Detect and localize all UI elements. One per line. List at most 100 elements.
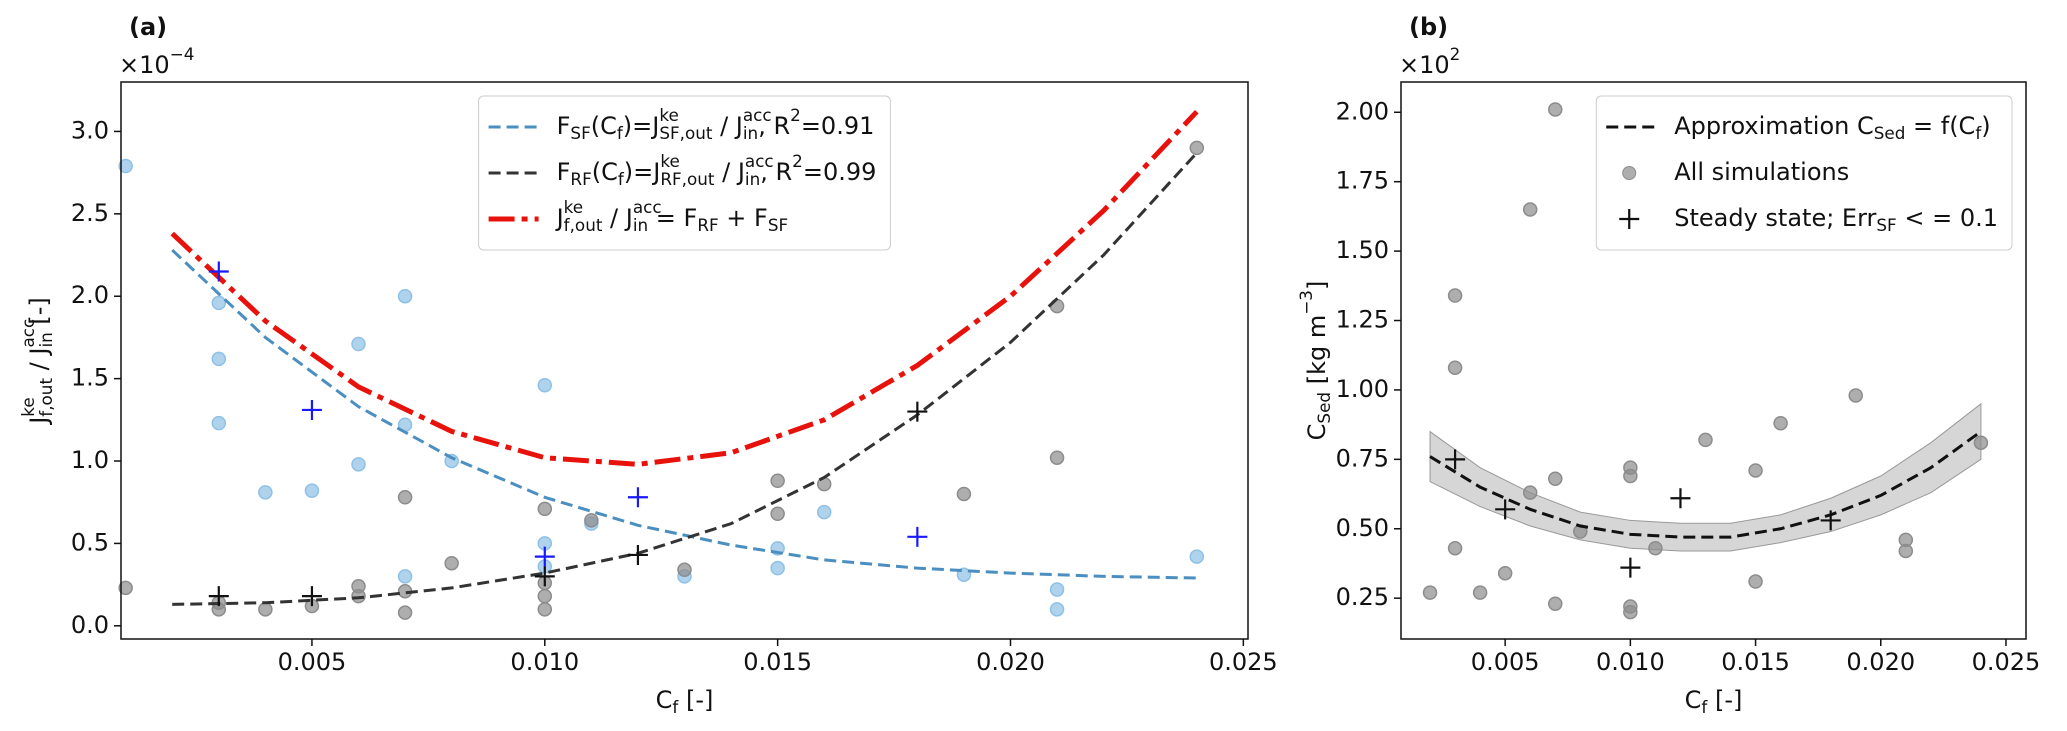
scatter-point (1049, 582, 1065, 597)
x-tick-label: 0.005 (278, 648, 347, 676)
legend-label: All simulations (1674, 158, 1849, 186)
y-tick-label: 1.50 (1336, 236, 1389, 264)
y-axis-label: CSed [kg m−3] (1296, 281, 1334, 441)
x-tick-label: 0.010 (510, 648, 579, 676)
scatter-point (397, 569, 413, 584)
legend-marker (1619, 209, 1640, 229)
steady-state-marker (907, 526, 928, 547)
scatter-point (258, 485, 273, 500)
scatter-point (304, 483, 320, 498)
scatter-point (1773, 416, 1788, 431)
y-tick-label: 0.25 (1336, 583, 1389, 611)
scatter-point (1447, 288, 1463, 303)
scatter-point (1748, 463, 1763, 478)
x-tick-label: 0.005 (1471, 648, 1540, 676)
steady-state-marker (1620, 557, 1641, 578)
x-tick-label: 0.020 (976, 648, 1045, 676)
scatter-point (1848, 388, 1863, 403)
steady-state-marker (907, 401, 928, 422)
scatter-point (118, 158, 133, 174)
panel-label: (b) (1409, 13, 1448, 41)
x-tick-label: 0.015 (743, 648, 812, 676)
y-tick-label: 0.5 (71, 528, 109, 556)
scatter-point (211, 295, 227, 311)
steady-state-marker (1820, 510, 1841, 531)
scatter-point (397, 605, 413, 620)
scatter-point (537, 501, 553, 517)
y-tick-label: 1.25 (1336, 306, 1389, 334)
x-tick-label: 0.025 (1972, 648, 2041, 676)
scatter-point (118, 580, 133, 596)
scatter-point (1973, 435, 1989, 450)
scatter-point (1522, 485, 1538, 500)
y-tick-label: 0.50 (1336, 514, 1389, 542)
scatter-point (584, 513, 599, 528)
scatter-point (1189, 140, 1205, 156)
scatter-point (537, 377, 553, 393)
fit-curve (1429, 430, 1982, 539)
y-tick-label: 1.0 (71, 446, 109, 474)
legend-box (478, 95, 891, 251)
scatter-point (258, 602, 273, 617)
legend-label: Approximation CSed = f(Cf) (1674, 112, 1990, 143)
scatter-point (1547, 102, 1563, 117)
scatter-point (1623, 604, 1638, 620)
y-tick-label: 0.0 (71, 611, 109, 639)
plot-frame (1400, 81, 2027, 640)
fit-curve (172, 151, 1198, 606)
x-axis-label: Cf [-] (656, 686, 714, 717)
x-tick-label: 0.020 (1846, 648, 1915, 676)
steady-state-marker (1670, 488, 1691, 509)
y-tick-label: 1.5 (71, 364, 109, 392)
scatter-point (397, 490, 413, 505)
scatter-point (770, 560, 785, 576)
scatter-point (1547, 471, 1563, 487)
legend-label: Steady state; ErrSF < = 0.1 (1674, 204, 1998, 235)
legend-label: FSF(Cf)=Jke SF,out / Jacc in, R2=0.91 (557, 105, 875, 143)
fit-curve (170, 109, 1199, 467)
scatter-point (1049, 450, 1065, 465)
scatter-point (1422, 585, 1438, 600)
y-tick-label: 1.00 (1336, 375, 1389, 403)
scatter-point (1623, 468, 1638, 484)
scatter-point (397, 288, 413, 304)
legend-marker (1622, 166, 1637, 180)
scatter-point (211, 415, 227, 431)
scatter-point (1189, 549, 1205, 564)
scatter-point (1547, 596, 1563, 611)
steady-state-marker (627, 544, 648, 565)
scatter-point (770, 473, 785, 489)
scatter-point (770, 506, 785, 522)
plot-frame (120, 81, 1249, 640)
scatter-point (1698, 432, 1713, 448)
scatter-point (1748, 574, 1763, 589)
scatter-point (537, 602, 553, 617)
y-tick-label: 2.00 (1336, 97, 1389, 125)
scatter-point (956, 486, 972, 502)
confidence-band (1429, 402, 1982, 552)
legend-label: FRF(Cf)=Jke RF,out / Jacc in, R2=0.99 (557, 151, 877, 189)
y-tick-label: 2.5 (71, 199, 109, 227)
scatter-point (1049, 602, 1065, 617)
x-tick-label: 0.015 (1721, 648, 1790, 676)
legend: FSF(Cf)=Jke SF,out / Jacc in, R2=0.91 FRF(C… (478, 95, 891, 251)
scatter-point (351, 336, 366, 352)
x-tick-label: 0.025 (1209, 648, 1278, 676)
scatter-point (1472, 585, 1488, 600)
scatter-point (1447, 360, 1463, 375)
steady-state-marker (534, 546, 555, 567)
scatter-point (1898, 543, 1914, 559)
legend-label: Jkef,out / Jaccin = FRF + FSF​ (555, 197, 789, 235)
scatter-point (444, 555, 459, 571)
offset-label: ×10−4​ (119, 44, 194, 79)
y-tick-label: 2.0 (71, 281, 109, 309)
y-tick-label: 3.0 (71, 116, 109, 144)
steady-state-marker (1495, 499, 1516, 520)
scatter-point (1497, 565, 1513, 581)
scatter-point (1522, 202, 1538, 217)
steady-state-marker (301, 399, 322, 420)
x-tick-label: 0.010 (1596, 648, 1665, 676)
scatter-point (677, 562, 692, 578)
scatter-point (816, 504, 832, 520)
